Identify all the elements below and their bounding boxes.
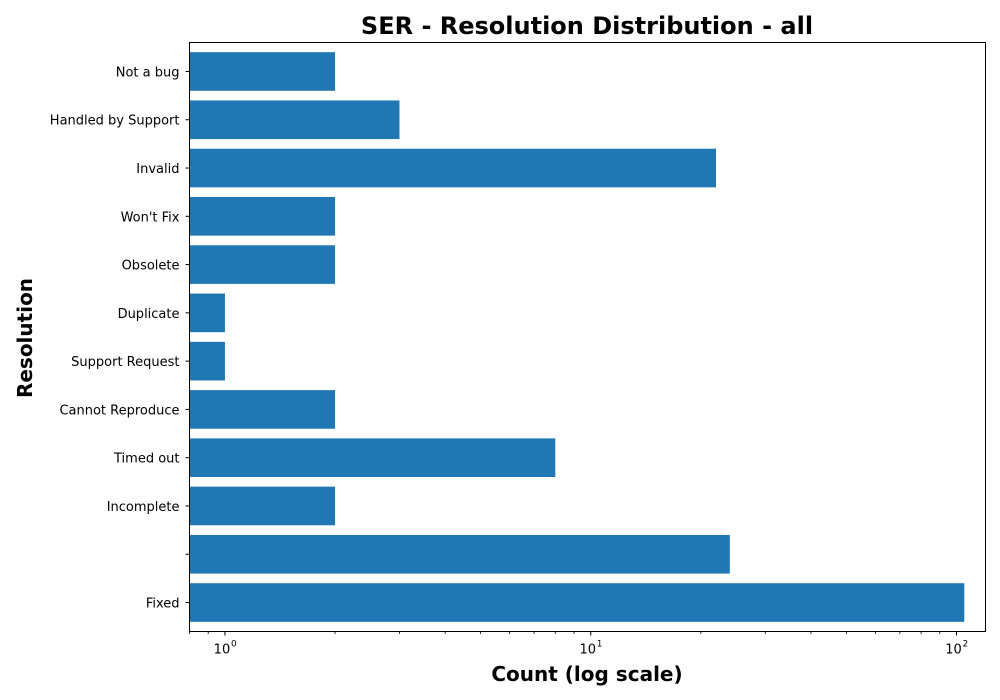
bar — [189, 148, 716, 188]
bar — [189, 100, 400, 140]
y-tick-label: Duplicate — [118, 307, 180, 322]
y-axis-label: Resolution — [13, 278, 37, 398]
plot-frame — [189, 42, 986, 632]
y-tick-label: Timed out — [113, 452, 180, 467]
bars-group — [189, 52, 965, 622]
y-tick-label: Cannot Reproduce — [59, 403, 179, 418]
y-ticks-group: Fixed Incomplete Timed out Cannot Reproduce… — [50, 65, 190, 612]
x-tick-exponent: 0 — [231, 640, 237, 650]
y-tick-label: Handled by Support — [50, 114, 180, 129]
x-tick-label: 10 — [945, 643, 962, 658]
x-tick-label: 10 — [579, 643, 596, 658]
bar — [189, 583, 965, 622]
bar — [189, 390, 336, 429]
bar — [189, 438, 556, 478]
y-tick-label: Invalid — [136, 162, 179, 177]
x-tick-label: 10 — [214, 643, 231, 658]
y-tick-label: Incomplete — [107, 500, 180, 515]
x-tick-exponent: 2 — [963, 640, 969, 650]
x-axis-label: Count (log scale) — [491, 662, 682, 686]
bar — [189, 293, 225, 333]
bar — [189, 534, 730, 574]
y-tick-label: Obsolete — [122, 259, 180, 274]
bar — [189, 245, 336, 284]
bar — [189, 52, 336, 91]
y-tick-label: Not a bug — [116, 65, 180, 80]
x-tick-exponent: 1 — [597, 640, 603, 650]
bar — [189, 341, 225, 381]
y-tick-label: Support Request — [71, 355, 179, 370]
chart-title: SER - Resolution Distribution - all — [361, 12, 813, 40]
bar — [189, 196, 336, 236]
bar — [189, 486, 336, 526]
y-tick-label: Won't Fix — [121, 210, 180, 225]
y-tick-label: Fixed — [146, 597, 180, 612]
x-ticks-group: 10 0 10 1 10 2 — [189, 631, 969, 658]
